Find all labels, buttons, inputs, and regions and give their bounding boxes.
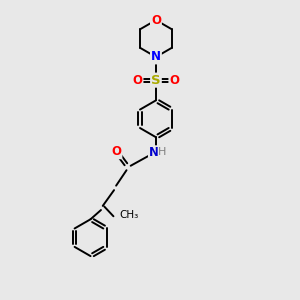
- Text: O: O: [133, 74, 142, 87]
- Text: S: S: [151, 74, 161, 87]
- Text: N: N: [151, 50, 161, 64]
- Text: O: O: [169, 74, 179, 87]
- Text: CH₃: CH₃: [119, 210, 139, 220]
- Text: H: H: [158, 147, 167, 158]
- Text: O: O: [111, 145, 122, 158]
- Text: O: O: [151, 14, 161, 27]
- Text: N: N: [148, 146, 159, 159]
